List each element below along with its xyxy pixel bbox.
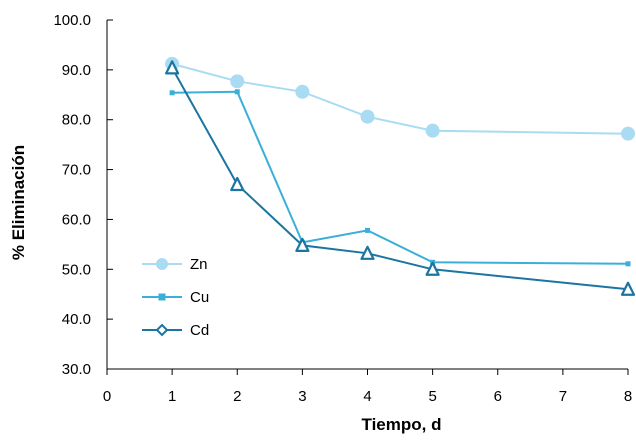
- data-point-square: [625, 261, 631, 267]
- data-point-circle: [621, 126, 635, 141]
- legend-item-cu: Cu: [142, 289, 209, 306]
- data-point-triangle: [295, 237, 310, 252]
- series-cd: [165, 60, 636, 296]
- series-cu: [169, 89, 631, 267]
- data-point-circle: [360, 109, 375, 124]
- x-tick-label: 1: [168, 388, 176, 405]
- x-tick-label: 3: [298, 388, 306, 405]
- series-line-cd: [171, 67, 629, 291]
- y-tick-label: 60.0: [62, 211, 91, 228]
- y-tick-label: 50.0: [62, 261, 91, 278]
- legend-label: Cd: [190, 322, 209, 339]
- legend-marker-square: [158, 293, 166, 301]
- legend-marker-diamond: [155, 323, 169, 337]
- data-point-circle: [295, 84, 310, 99]
- y-tick-label: 70.0: [62, 162, 91, 179]
- legend-label: Zn: [190, 256, 208, 273]
- x-tick-label: 6: [494, 388, 502, 405]
- legend-label: Cu: [190, 289, 209, 306]
- data-point-triangle: [620, 281, 636, 296]
- data-point-square: [365, 227, 370, 233]
- data-point-square: [234, 89, 240, 95]
- legend-marker-circle: [156, 258, 168, 270]
- legend: Zn Cu Cd: [142, 256, 209, 339]
- x-tick-label: 2: [233, 388, 241, 405]
- x-tick-label: 5: [428, 388, 436, 405]
- y-tick-label: 100.0: [53, 12, 91, 29]
- data-point-square: [169, 90, 175, 96]
- series-line-cu: [172, 90, 629, 265]
- x-tick-label: 0: [103, 388, 111, 405]
- y-ticks: 30.0 40.0 50.0 60.0 70.0 80.0 90.0 100.0: [53, 12, 113, 378]
- x-ticks: 0 1 2 3 4 5 6 7 8: [103, 369, 632, 405]
- x-axis-title: Tiempo, d: [362, 415, 442, 434]
- y-tick-label: 80.0: [62, 112, 91, 129]
- legend-item-cd: Cd: [142, 322, 209, 339]
- y-tick-label: 90.0: [62, 62, 91, 79]
- data-point-triangle: [230, 176, 245, 192]
- x-tick-label: 8: [624, 388, 632, 405]
- x-tick-label: 7: [559, 388, 567, 405]
- series-line-zn: [171, 62, 629, 135]
- y-tick-label: 40.0: [62, 311, 91, 328]
- data-point-triangle: [425, 261, 440, 276]
- y-axis-title: % Eliminación: [9, 145, 28, 260]
- data-point-triangle: [165, 60, 180, 75]
- data-point-circle: [425, 123, 440, 138]
- series-zn: [165, 56, 635, 141]
- x-tick-label: 4: [363, 388, 371, 405]
- legend-item-zn: Zn: [142, 256, 208, 273]
- y-tick-label: 30.0: [62, 361, 91, 378]
- data-point-triangle: [360, 245, 375, 260]
- axes: [106, 20, 628, 370]
- data-point-circle: [230, 74, 245, 89]
- series-layer: [165, 56, 636, 296]
